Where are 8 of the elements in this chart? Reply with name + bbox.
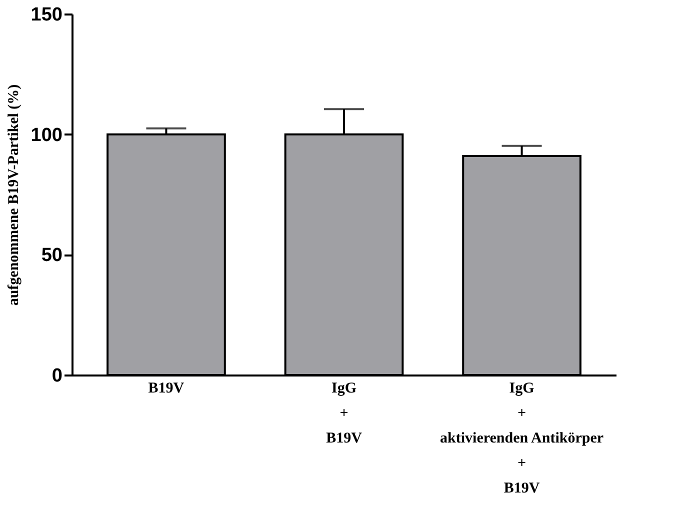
y-tick-label: 0 bbox=[52, 366, 62, 386]
x-tick-label: IgG + aktivierenden Antikörper + B19V bbox=[440, 380, 604, 496]
x-tick-label: IgG + B19V bbox=[326, 380, 362, 446]
y-axis-title: aufgenommene B19V-Partikel (%) bbox=[6, 84, 22, 306]
y-tick-label: 150 bbox=[30, 4, 62, 26]
x-tick-label: B19V bbox=[148, 380, 184, 396]
y-tick-label: 50 bbox=[41, 245, 62, 266]
y-tick-label: 100 bbox=[30, 124, 62, 146]
